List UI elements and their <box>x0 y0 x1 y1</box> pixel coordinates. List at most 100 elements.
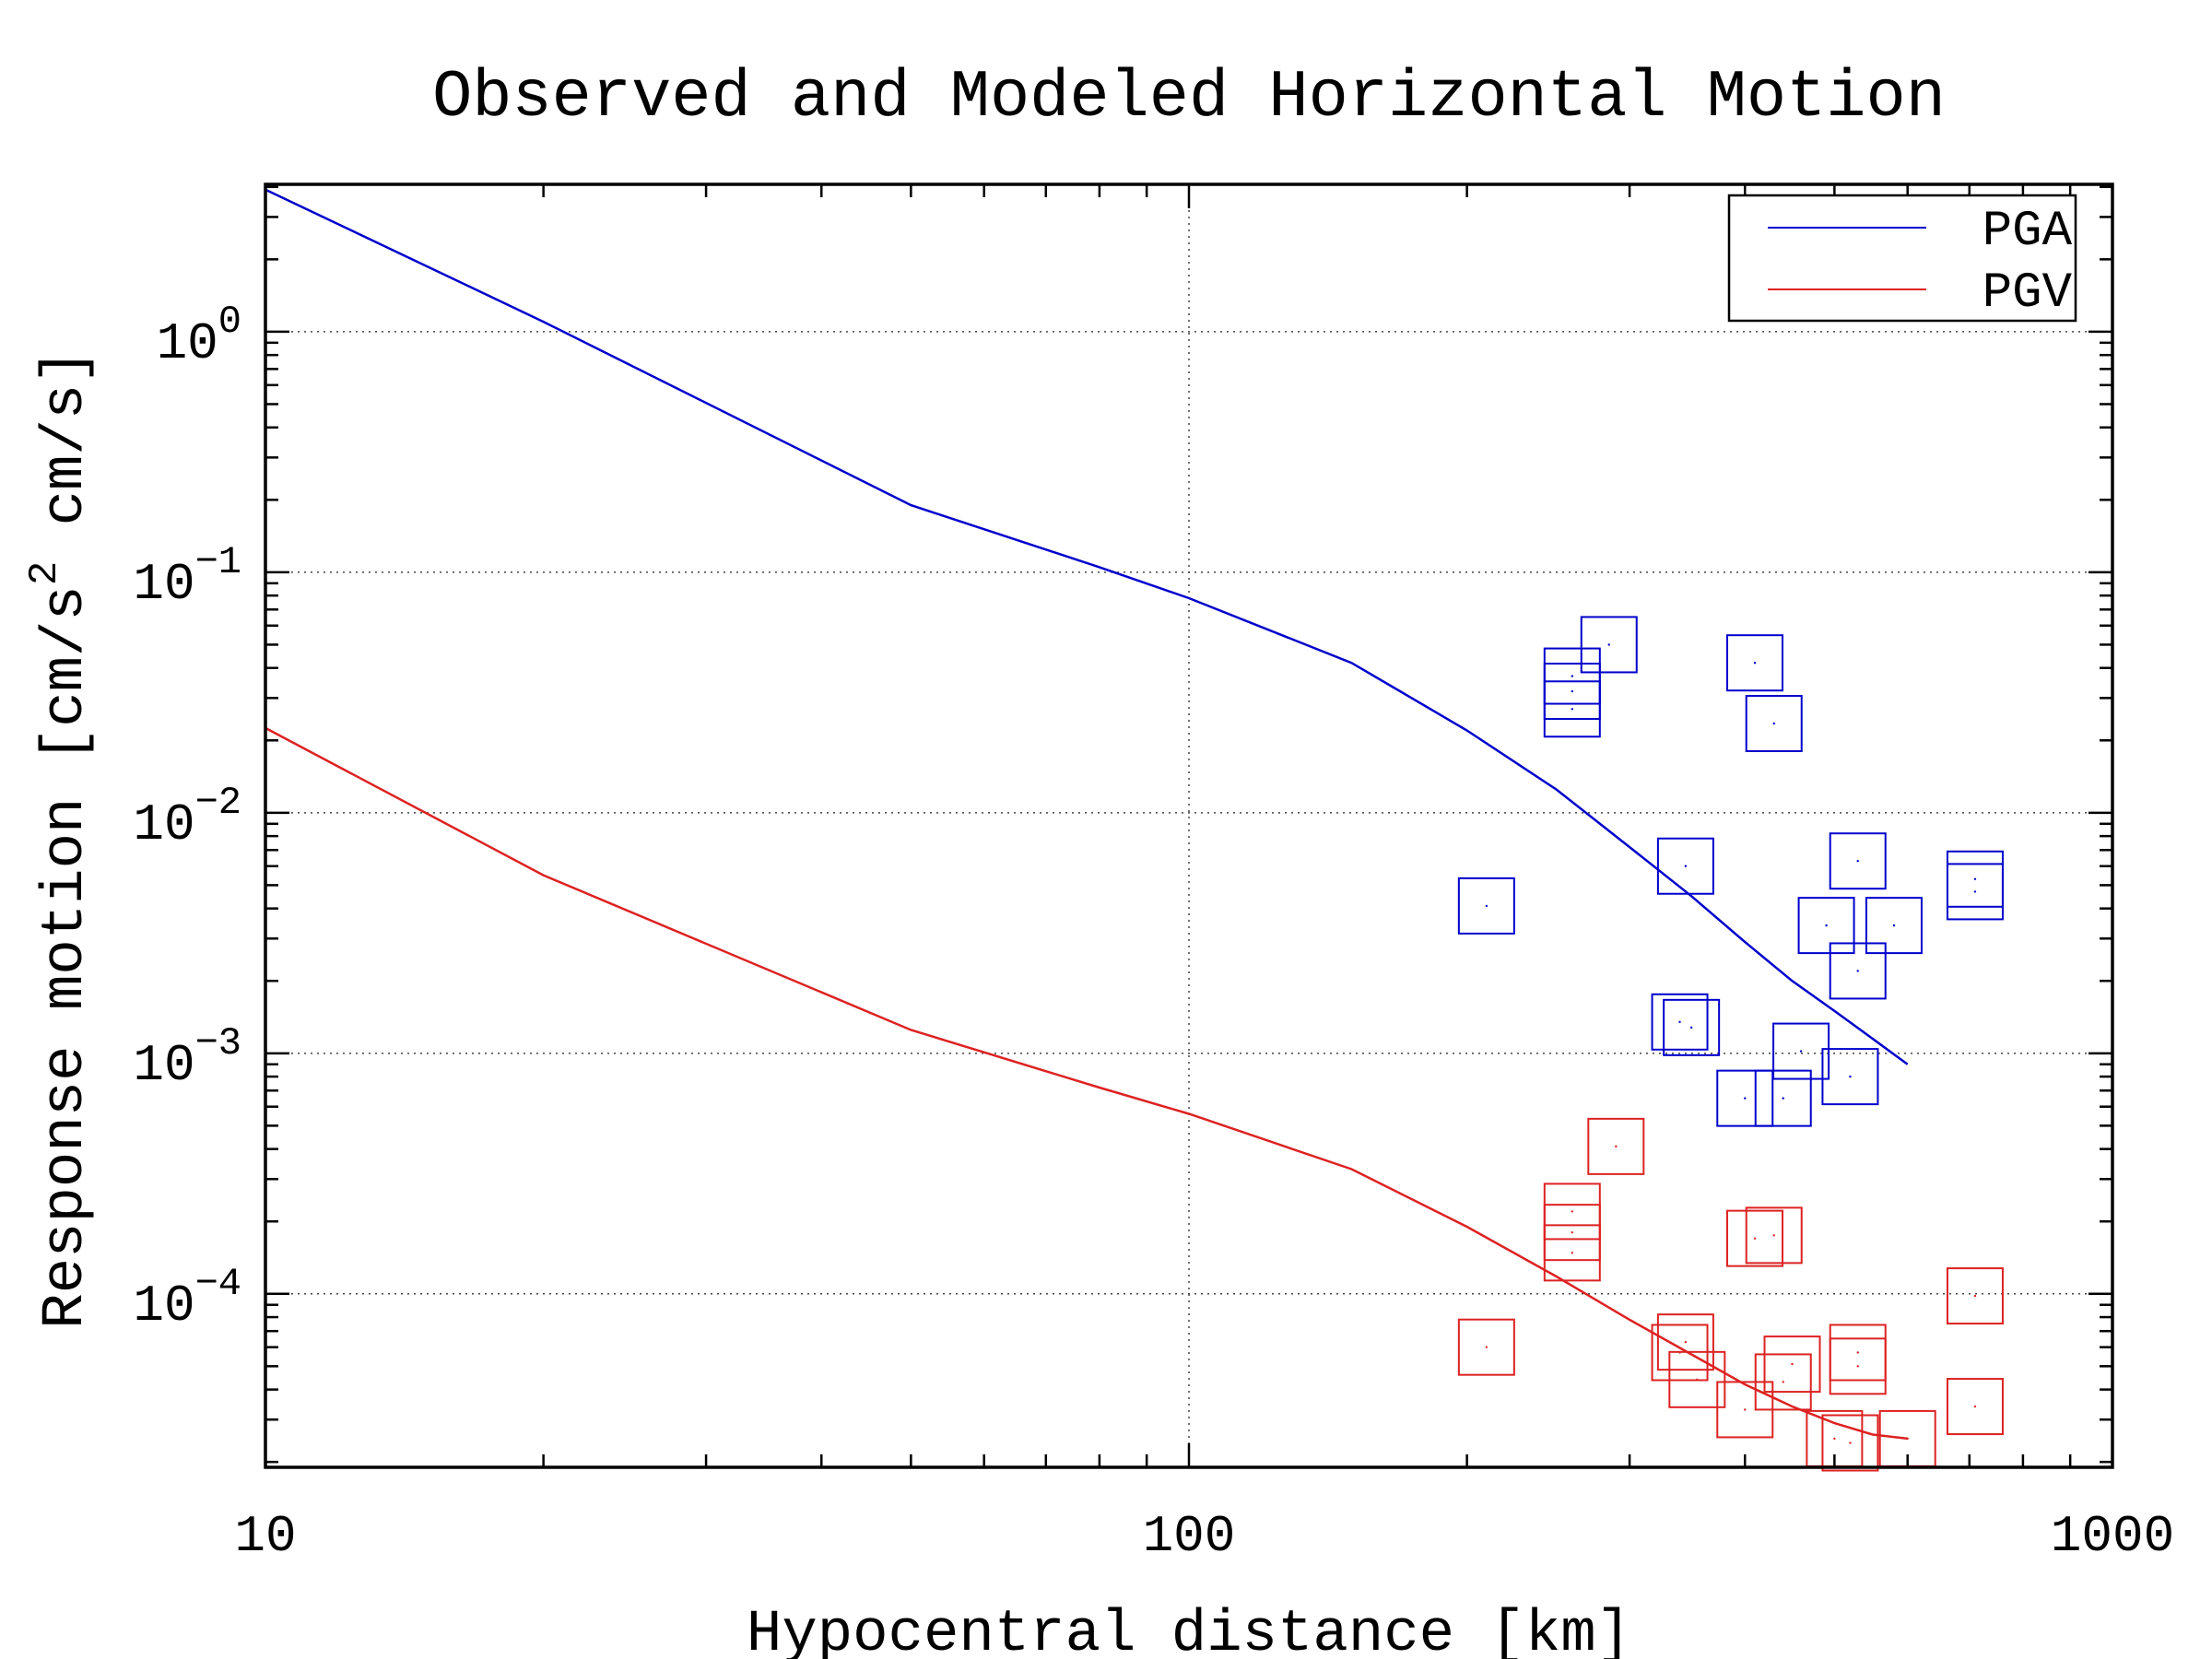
observed-point-pgv <box>1821 1414 1879 1472</box>
series-pga <box>265 188 2004 1127</box>
chart-title: Observed and Modeled Horizontal Motion <box>432 60 1946 135</box>
observed-point-center-pgv <box>1571 1252 1574 1254</box>
observed-point-center-pga <box>1799 1050 1803 1053</box>
observed-point-center-pgv <box>1772 1234 1775 1237</box>
observed-point-center-pgv <box>1571 1230 1574 1234</box>
observed-point-pga <box>1580 616 1638 674</box>
observed-point-center-pgv <box>1696 1378 1699 1382</box>
observed-point-pgv <box>1587 1117 1645 1175</box>
grid-lines <box>265 184 2112 1467</box>
legend-label-pga: PGA <box>1983 204 2073 260</box>
observed-point-center-pga <box>1856 970 1859 972</box>
y-axis-label-sup: 2 <box>22 561 68 585</box>
observed-point-center-pga <box>1684 865 1688 867</box>
observed-point-pga <box>1716 1069 1774 1127</box>
x-tick-label: 10 <box>234 1507 296 1566</box>
series-line-pga <box>265 188 1909 1065</box>
observed-point-center-pga <box>1607 643 1610 646</box>
observed-point-pga <box>1754 1069 1812 1127</box>
x-tick-label: 1000 <box>2051 1507 2174 1566</box>
observed-point-pga <box>1946 863 2004 921</box>
y-tick-label-base: 10 <box>133 1036 194 1095</box>
x-axis-label: Hypocentral distance [km] <box>747 1602 1631 1659</box>
y-tick-label: 10−2 <box>133 781 241 854</box>
observed-point-center-pgv <box>1791 1362 1794 1366</box>
legend-label-pgv: PGV <box>1983 265 2073 322</box>
observed-point-pgv <box>1829 1337 1887 1395</box>
observed-point-pgv <box>1543 1224 1601 1282</box>
observed-point-center-pga <box>1689 1026 1693 1030</box>
legend: PGA PGV <box>1727 194 2077 323</box>
observed-point-center-pgv <box>1753 1237 1757 1240</box>
observed-point-pga <box>1829 942 1887 1000</box>
series-layer <box>265 188 2004 1472</box>
observed-point-pgv <box>1946 1378 2004 1436</box>
series-line-pgv <box>265 726 1908 1441</box>
y-tick-label: 10−1 <box>133 540 241 614</box>
observed-point-center-pga <box>1772 722 1775 725</box>
observed-point-center-pga <box>1825 924 1828 927</box>
x-tick-label: 100 <box>1143 1507 1236 1566</box>
observed-point-pgv <box>1745 1206 1803 1265</box>
observed-point-center-pgv <box>1906 1437 1909 1441</box>
legend-box <box>1727 194 2077 323</box>
y-tick-label-base: 10 <box>133 795 194 854</box>
observed-point-center-pga <box>1571 708 1574 711</box>
observed-point-pga <box>1726 634 1784 692</box>
y-axis-label: Response motion [cm/s2 cm/s] <box>22 348 100 1328</box>
y-tick-label-base: 10 <box>133 555 194 614</box>
y-tick-label-exponent: −1 <box>195 540 241 584</box>
y-tick-label-exponent: 0 <box>218 300 241 344</box>
y-tick-label: 100 <box>157 300 241 373</box>
observed-point-center-pgv <box>1782 1381 1784 1383</box>
y-tick-label: 10−3 <box>133 1021 241 1095</box>
observed-point-pga <box>1745 695 1803 753</box>
observed-point-pgv <box>1668 1350 1726 1408</box>
observed-point-center-pgv <box>1684 1340 1688 1344</box>
observed-point-center-pga <box>1571 689 1574 693</box>
observed-point-center-pgv <box>1856 1351 1859 1354</box>
observed-point-center-pga <box>1485 904 1488 908</box>
observed-point-center-pga <box>1856 860 1859 863</box>
observed-point-center-pga <box>1753 662 1757 665</box>
observed-point-pgv <box>1656 1313 1714 1371</box>
observed-point-pga <box>1772 1022 1830 1080</box>
observed-point-center-pgv <box>1973 1405 1977 1408</box>
observed-point-center-pga <box>1678 1020 1681 1024</box>
observed-point-center-pga <box>1571 675 1574 677</box>
y-tick-label: 10−4 <box>133 1262 241 1335</box>
observed-point-center-pga <box>1973 877 1977 881</box>
observed-point-pgv <box>1754 1353 1812 1411</box>
observed-point-pga <box>1457 877 1515 935</box>
observed-point-center-pga <box>1892 924 1896 927</box>
observed-point-pga <box>1865 897 1923 955</box>
observed-point-pga <box>1656 837 1714 895</box>
observed-point-center-pgv <box>1744 1408 1747 1411</box>
observed-point-pga <box>1543 680 1601 738</box>
y-tick-label-exponent: −3 <box>195 1021 241 1065</box>
observed-point-pga <box>1829 832 1887 890</box>
series-pgv <box>265 726 2004 1472</box>
observed-point-center-pgv <box>1485 1346 1488 1348</box>
observed-point-center-pga <box>1849 1075 1852 1078</box>
observed-point-center-pgv <box>1571 1210 1574 1213</box>
observed-point-pga <box>1797 897 1855 955</box>
y-axis-label-main: Response motion [cm/s <box>33 585 100 1329</box>
observed-point-center-pgv <box>1833 1437 1836 1441</box>
observed-point-pgv <box>1457 1318 1515 1376</box>
observed-point-center-pga <box>1744 1097 1747 1100</box>
observed-point-pga <box>1821 1048 1879 1106</box>
y-axis-label-suffix: cm/s] <box>33 348 100 560</box>
observed-point-center-pga <box>1973 890 1977 893</box>
y-tick-label-exponent: −4 <box>195 1262 241 1306</box>
observed-point-pgv <box>1726 1209 1784 1267</box>
y-tick-label-base: 10 <box>133 1277 194 1335</box>
y-tick-label-base: 10 <box>157 314 218 373</box>
observed-point-pgv <box>1763 1335 1821 1394</box>
observed-point-pga <box>1663 998 1721 1056</box>
observed-point-pgv <box>1946 1267 2004 1325</box>
y-tick-label-exponent: −2 <box>195 781 241 825</box>
observed-point-center-pgv <box>1973 1294 1977 1298</box>
